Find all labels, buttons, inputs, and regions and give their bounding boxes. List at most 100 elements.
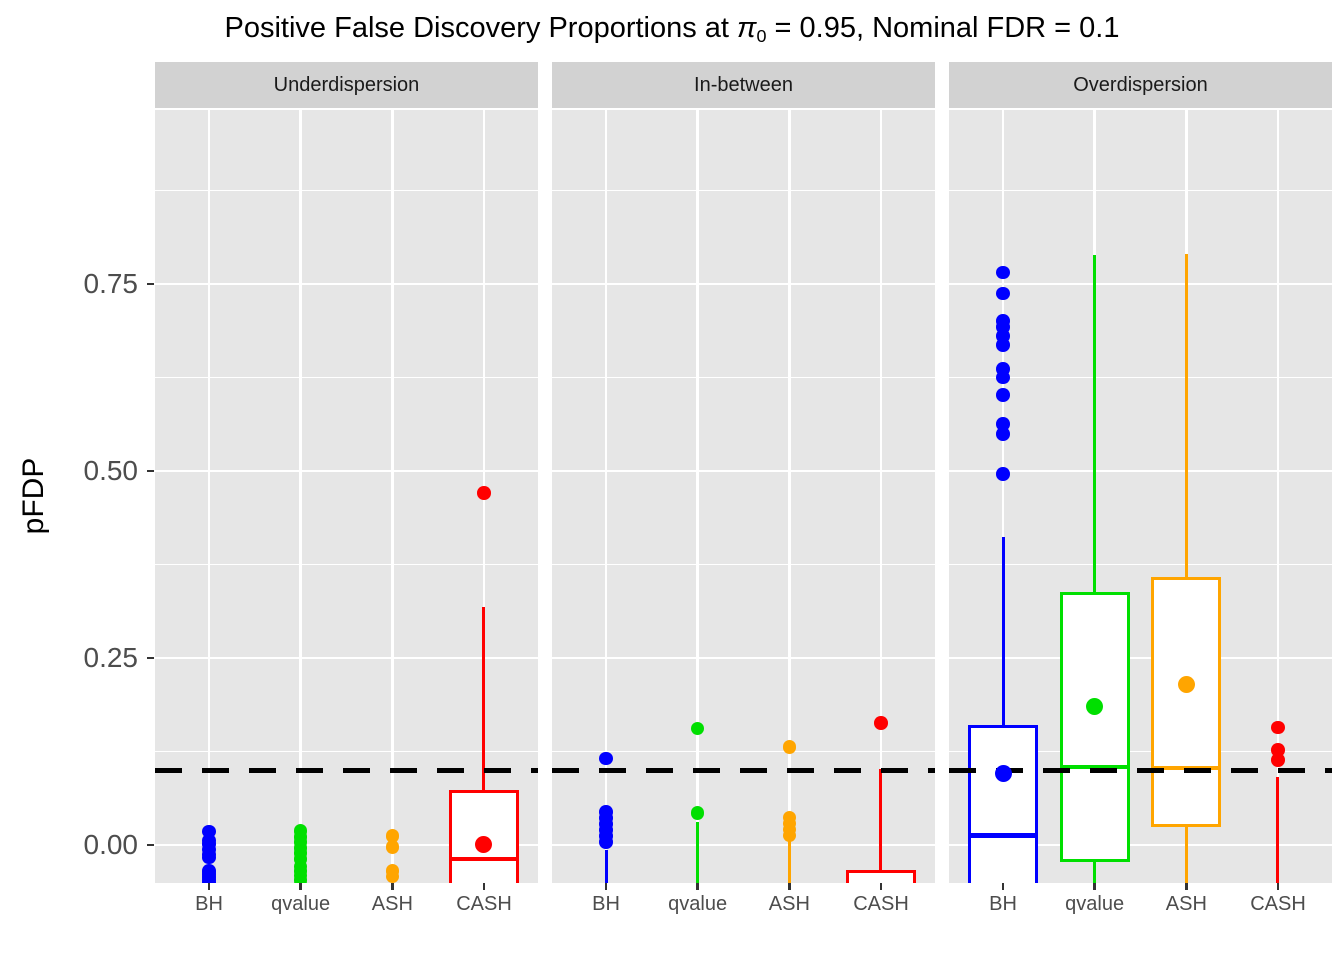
boxplot-lower-whisker — [1184, 824, 1188, 883]
gridline-minor-h — [155, 190, 538, 192]
boxplot-box — [1151, 577, 1222, 828]
x-axis-tick — [879, 883, 883, 890]
boxplot-upper-whisker — [604, 850, 608, 883]
gridline-minor-h — [552, 190, 935, 192]
x-tick-label: ASH — [1165, 893, 1207, 915]
boxplot-upper-whisker — [1093, 255, 1097, 596]
fdr-dashed-line — [552, 767, 935, 773]
gridline-major-h — [552, 469, 935, 473]
x-axis-tick — [1001, 883, 1005, 890]
chart-title: Positive False Discovery Proportions at … — [0, 12, 1344, 47]
boxplot-median — [1059, 764, 1130, 770]
gridline-major-h — [949, 843, 1332, 847]
pi-symbol: π — [737, 12, 757, 44]
facet-strip: Underdispersion — [155, 62, 538, 108]
outlier-dot — [996, 286, 1010, 300]
boxplot-upper-whisker — [1001, 536, 1005, 729]
x-tick-label: ASH — [768, 893, 810, 915]
outlier-dot — [385, 829, 400, 843]
x-axis-tick — [299, 883, 302, 890]
facet-strip-label: Overdispersion — [1073, 73, 1208, 96]
outlier-dot — [996, 338, 1010, 352]
outlier-dot — [477, 486, 491, 500]
boxplot-upper-whisker — [696, 821, 700, 883]
outlier-dot — [599, 835, 613, 849]
boxplot-box — [845, 869, 916, 883]
y-axis-tick — [147, 843, 154, 847]
x-axis-tick — [1093, 883, 1096, 890]
gridline-major-v — [391, 110, 394, 883]
gridline-major-h — [155, 469, 538, 473]
gridline-major-h — [949, 469, 1332, 473]
y-tick-label: 0.50 — [83, 455, 139, 487]
x-axis-tick — [207, 883, 211, 890]
gridline-minor-h — [155, 376, 538, 379]
boxplot-box — [968, 725, 1038, 883]
panel — [155, 110, 538, 883]
boxplot-upper-whisker — [1184, 254, 1188, 581]
chart-title-suffix: = 0.95, Nominal FDR = 0.1 — [766, 12, 1120, 44]
gridline-major-h — [155, 843, 538, 847]
gridline-major-v — [1276, 110, 1280, 883]
outlier-dot — [1271, 720, 1285, 735]
outlier-dot — [996, 388, 1010, 402]
gridline-minor-h — [552, 750, 935, 753]
y-axis-tick — [147, 282, 154, 286]
outlier-dot — [874, 716, 888, 730]
outlier-dot — [996, 427, 1010, 441]
y-tick-label: 0.00 — [83, 828, 139, 860]
boxplot-upper-whisker — [879, 768, 883, 873]
gridline-minor-h — [552, 563, 935, 566]
outlier-dot — [293, 877, 308, 883]
facet-strip: Overdispersion — [949, 62, 1332, 108]
mean-dot — [1086, 698, 1104, 716]
gridline-major-h — [552, 843, 935, 847]
y-tick-label: 0.75 — [83, 268, 139, 300]
gridline-major-h — [552, 282, 935, 286]
gridline-minor-h — [949, 190, 1332, 192]
outlier-dot — [385, 840, 400, 854]
boxplot-upper-whisker — [787, 839, 791, 883]
fdr-dashed-line — [949, 767, 1332, 773]
mean-dot — [1177, 676, 1195, 694]
outlier-dot — [293, 882, 308, 883]
x-axis-tick — [1276, 883, 1280, 890]
gridline-major-h — [949, 282, 1332, 286]
outlier-dot — [996, 467, 1010, 481]
x-tick-label: qvalue — [668, 893, 728, 915]
gridline-minor-h — [949, 750, 1332, 753]
x-axis-tick — [1185, 883, 1188, 890]
mean-dot — [475, 836, 493, 854]
x-axis-tick — [788, 883, 791, 890]
gridline-minor-h — [155, 563, 538, 566]
x-tick-label: CASH — [1250, 893, 1306, 915]
outlier-dot — [1271, 753, 1285, 767]
panel — [552, 110, 935, 883]
x-tick-label: BH — [195, 893, 223, 915]
outlier-dot — [202, 850, 216, 865]
gridline-major-v — [879, 110, 883, 883]
x-tick-label: BH — [592, 893, 620, 915]
x-axis-tick — [604, 883, 608, 890]
x-tick-label: CASH — [853, 893, 909, 915]
outlier-dot — [202, 879, 216, 883]
y-axis-tick — [147, 656, 154, 660]
outlier-dot — [385, 869, 400, 883]
outlier-dot — [599, 751, 613, 765]
gridline-major-h — [949, 656, 1332, 660]
fdr-dashed-line — [155, 767, 538, 773]
gridline-minor-h — [949, 376, 1332, 379]
boxplot-box — [1059, 592, 1130, 863]
outlier-dot — [690, 806, 705, 820]
outlier-dot — [690, 721, 705, 736]
gridline-major-h — [155, 656, 538, 660]
gridline-minor-h — [552, 376, 935, 379]
gridline-major-v — [788, 110, 791, 883]
outlier-dot — [996, 265, 1010, 280]
x-tick-label: qvalue — [1065, 893, 1125, 915]
gridline-minor-h — [949, 563, 1332, 566]
outlier-dot — [782, 740, 797, 754]
boxplot-median — [968, 833, 1038, 838]
gridline-major-v — [696, 110, 699, 883]
